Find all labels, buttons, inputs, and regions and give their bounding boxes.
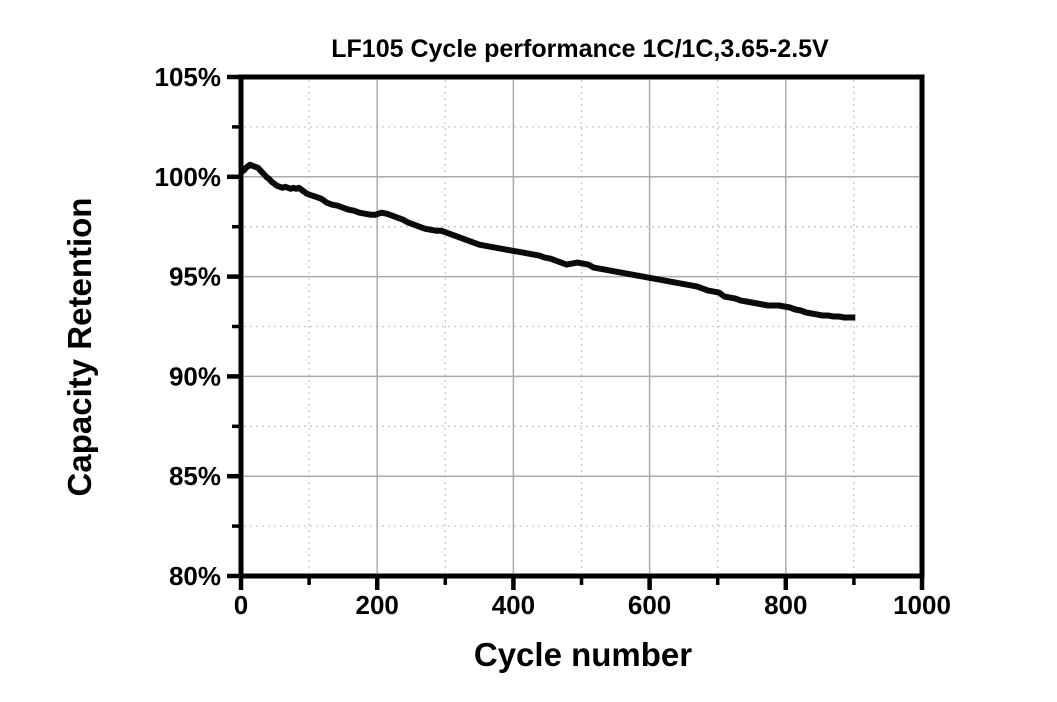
y-tick-label: 100% [155, 162, 222, 192]
x-tick-label: 400 [492, 590, 535, 620]
major-gridlines [244, 80, 919, 573]
axis-ticks [227, 74, 925, 590]
x-tick-label: 200 [356, 590, 399, 620]
y-tick-label: 85% [169, 461, 221, 491]
plot-frame [238, 74, 925, 579]
chart-title: LF105 Cycle performance 1C/1C,3.65-2.5V [331, 35, 829, 63]
y-tick-label: 80% [169, 561, 221, 591]
x-tick-label: 0 [234, 590, 248, 620]
axis-tick-labels: 0 200 400 600 800 1000 80% 85% 90% 95% 100% 105% [155, 62, 951, 620]
y-tick-label: 90% [169, 361, 221, 391]
x-axis-title: Cycle number [474, 636, 692, 673]
minor-gridlines [244, 80, 919, 573]
x-tick-label: 800 [764, 590, 807, 620]
y-tick-label: 105% [155, 62, 222, 92]
series-line [239, 161, 856, 321]
y-axis-title: Capacity Retention [61, 198, 98, 497]
x-tick-label: 1000 [893, 590, 951, 620]
plot-border [238, 74, 925, 579]
data-series [239, 161, 856, 321]
x-tick-label: 600 [628, 590, 671, 620]
y-tick-label: 95% [169, 262, 221, 292]
